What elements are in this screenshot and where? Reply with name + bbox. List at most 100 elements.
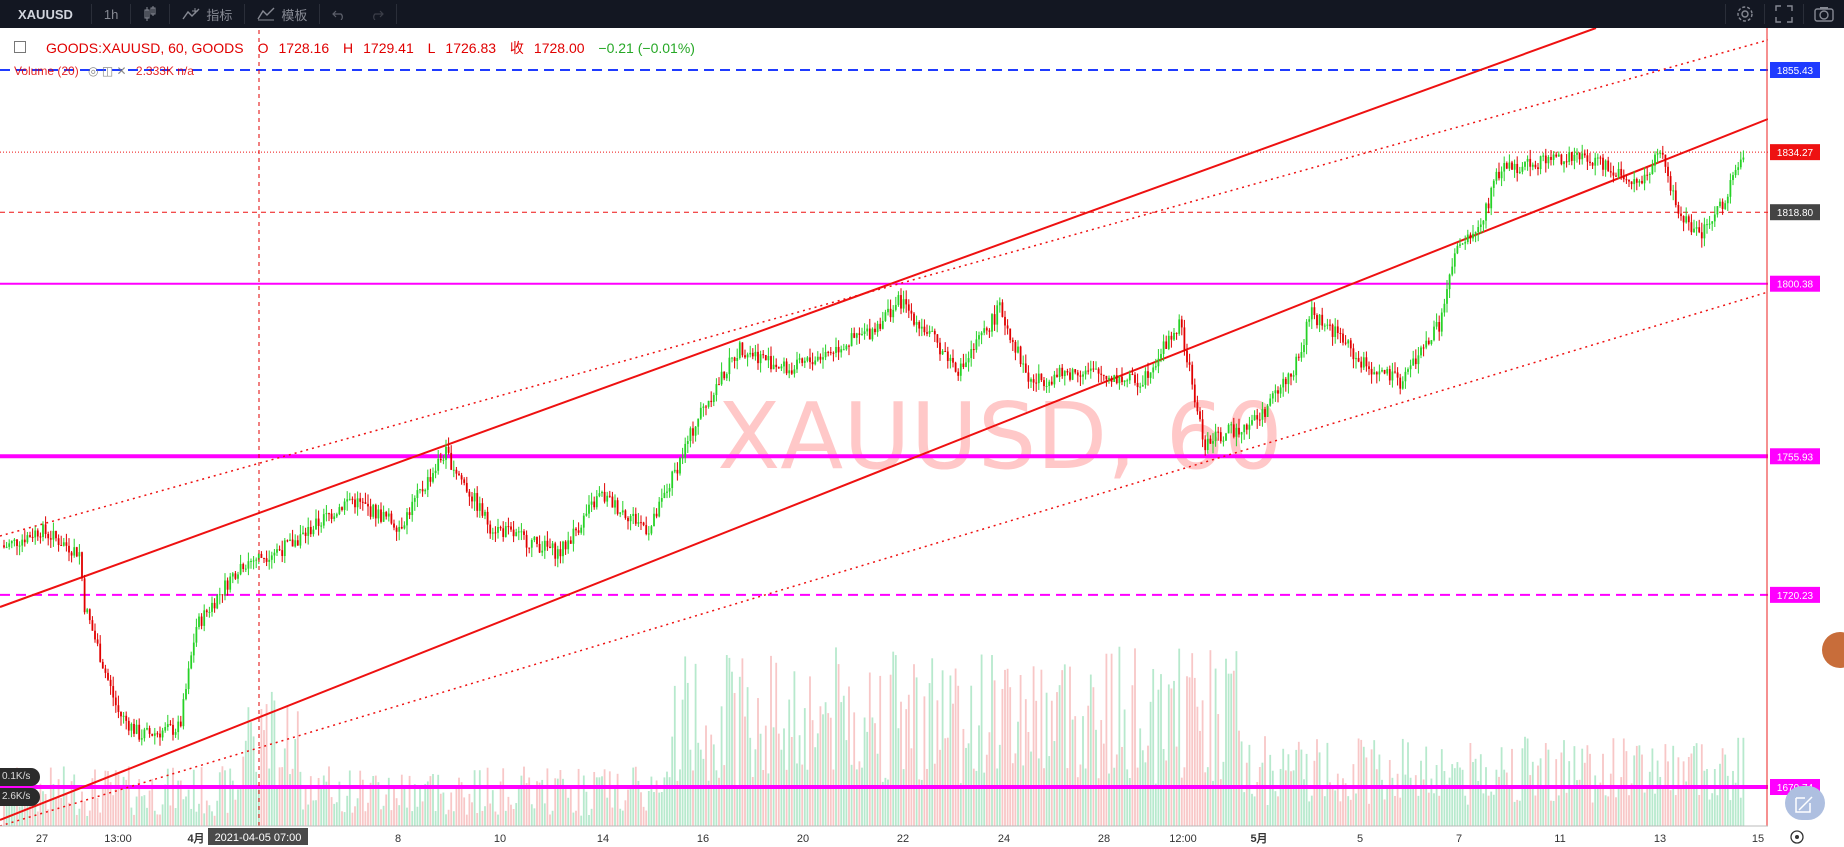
top-toolbar: XAUUSD 1h 指标 模板 — [0, 0, 1844, 28]
svg-text:1800.38: 1800.38 — [1777, 280, 1814, 291]
gear-icon — [1737, 6, 1753, 22]
gear-icon — [1790, 830, 1804, 844]
time-label: 11 — [1554, 833, 1565, 845]
redo-icon — [373, 10, 385, 20]
chart-settings-button[interactable] — [1790, 830, 1804, 844]
toolbar-separator — [396, 4, 398, 24]
volume-title[interactable]: Volume (20) — [14, 64, 79, 78]
fullscreen-button[interactable] — [1765, 5, 1803, 23]
candle-style-button[interactable] — [131, 6, 169, 22]
svg-text:1755.93: 1755.93 — [1777, 452, 1814, 463]
price-label: 1855.43 — [1770, 62, 1820, 78]
legend-ohlc: O 1728.16 H 1729.41 L 1726.83 收 1728.00 −0.2… — [258, 38, 705, 58]
time-label: 10 — [494, 833, 506, 845]
time-label: 27 — [36, 833, 48, 845]
indicators-label: 指标 — [206, 7, 233, 23]
time-label: 7 — [1456, 833, 1462, 845]
svg-text:1834.27: 1834.27 — [1777, 148, 1814, 159]
time-label: 15 — [1752, 833, 1764, 845]
toolbar-separator — [1725, 4, 1726, 24]
net-speed-down: 0.1K/s — [0, 768, 40, 786]
close-key: 收 — [509, 40, 524, 56]
candle-style-icon — [144, 6, 156, 21]
toolbar-separator — [90, 4, 92, 24]
time-label: 16 — [697, 833, 709, 845]
svg-text:1818.80: 1818.80 — [1777, 208, 1814, 219]
open-key: O — [257, 40, 269, 56]
toolbar-separator — [319, 4, 321, 24]
camera-icon — [1814, 7, 1834, 22]
time-label: 5月 — [1250, 832, 1267, 845]
fullscreen-icon — [1775, 5, 1793, 23]
time-label: 5 — [1357, 833, 1363, 845]
toolbar-separator — [1764, 4, 1765, 24]
price-label: 1818.80 — [1770, 204, 1820, 221]
watermark: XAUUSD, 60 — [717, 383, 1282, 490]
templates-label: 模板 — [281, 7, 308, 23]
time-label: 13 — [1654, 833, 1666, 845]
channel-line[interactable] — [0, 39, 1769, 537]
time-label: 12:00 — [1169, 833, 1197, 845]
price-scale[interactable]: 1855.43 1834.27 1818.80 1800.38 1755.93 1720.… — [1766, 28, 1844, 826]
price-scale-bg — [1768, 28, 1844, 826]
legend-symbol[interactable]: GOODS:XAUUSD, 60, GOODS — [46, 40, 244, 56]
net-speed-up: 2.6K/s — [0, 788, 40, 806]
high-key: H — [343, 40, 354, 56]
horizontal-levels — [0, 69, 1768, 789]
templates-button[interactable]: 模板 — [245, 5, 319, 24]
chart-legend: GOODS:XAUUSD, 60, GOODS O 1728.16 H 1729.4… — [14, 38, 705, 58]
price-label: 1720.23 — [1770, 586, 1820, 603]
time-label: 13:00 — [104, 833, 132, 845]
undo-icon — [332, 10, 344, 20]
time-label: 8 — [395, 833, 401, 845]
svg-text:1720.23: 1720.23 — [1777, 591, 1814, 602]
time-label: 24 — [998, 833, 1010, 845]
low-value: 1726.83 — [445, 40, 497, 56]
volume-value: 2.333K n/a — [135, 64, 194, 78]
toolbar-separator — [1803, 4, 1804, 24]
time-label: 22 — [897, 833, 909, 845]
time-label: 20 — [797, 833, 809, 845]
symbol-button[interactable]: XAUUSD — [18, 6, 73, 22]
time-label: 4月 — [187, 832, 204, 845]
toolbar-separator — [169, 4, 171, 24]
svg-text:2021-04-05 07:00: 2021-04-05 07:00 — [215, 832, 302, 844]
crosshair-time-label: 2021-04-05 07:00 — [208, 828, 308, 845]
legend-collapse-button[interactable] — [14, 40, 32, 56]
change-value: −0.21 (−0.01%) — [598, 40, 695, 56]
price-chart[interactable]: XAUUSD, 60 1855.431834.271818.801800.381… — [0, 28, 1844, 847]
time-label: 28 — [1098, 833, 1110, 845]
time-scale[interactable]: 27 13:00 4月 2021-04-05 07:00 8 10 14 16 20 22 24 28… — [0, 825, 1844, 847]
chart-background — [0, 28, 1844, 847]
low-key: L — [427, 40, 436, 56]
time-scale-bg — [0, 826, 1844, 847]
snapshot-button[interactable] — [1804, 6, 1844, 22]
volume-buttons[interactable]: ◎ ◫ ✕ — [88, 64, 127, 78]
price-label: 1755.93 — [1770, 448, 1820, 465]
settings-button[interactable] — [1726, 5, 1764, 23]
close-value: 1728.00 — [533, 40, 585, 56]
channel-line[interactable] — [0, 28, 1597, 608]
redo-button[interactable] — [358, 8, 396, 20]
candles — [3, 144, 1745, 746]
time-labels: 27 13:00 4月 2021-04-05 07:00 8 10 14 16 20 22 24 28… — [36, 828, 1764, 845]
pencil-icon — [1795, 796, 1813, 813]
high-value: 1729.41 — [363, 40, 414, 56]
price-label: 1834.27 — [1770, 144, 1820, 161]
open-value: 1728.16 — [278, 40, 330, 56]
volume-legend: Volume (20) ◎ ◫ ✕ 2.333K n/a — [14, 64, 194, 78]
indicators-button[interactable]: 指标 — [170, 5, 244, 24]
time-label: 14 — [597, 833, 609, 845]
channel-line[interactable] — [0, 291, 1769, 827]
toolbar-separator — [244, 4, 246, 24]
price-label: 1800.38 — [1770, 275, 1820, 292]
toolbar-separator — [130, 4, 132, 24]
interval-button[interactable]: 1h — [103, 6, 119, 22]
indicators-icon — [182, 8, 200, 20]
templates-icon — [257, 7, 275, 21]
svg-text:1855.43: 1855.43 — [1777, 66, 1814, 77]
price-labels: 1855.43 1834.27 1818.80 1800.38 1755.93 1720.… — [1770, 62, 1820, 795]
side-widget[interactable] — [1822, 632, 1844, 668]
draw-tool-button[interactable] — [1785, 786, 1825, 820]
undo-button[interactable] — [320, 8, 358, 20]
